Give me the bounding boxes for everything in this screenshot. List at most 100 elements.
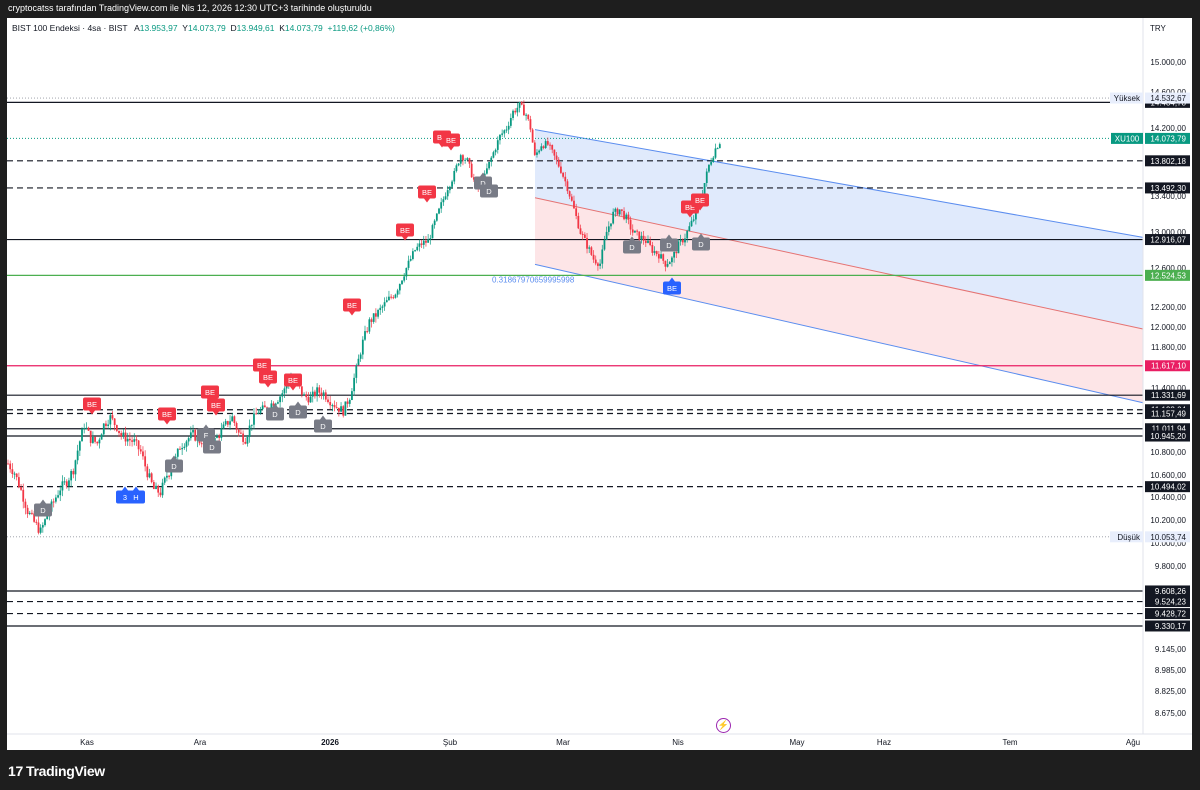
signal-marker-D — [623, 240, 641, 254]
signal-marker-BE — [207, 398, 225, 412]
candle-body — [673, 251, 676, 258]
signal-marker-BE — [259, 370, 277, 384]
signal-marker-BE — [343, 298, 361, 312]
candle-body — [142, 451, 144, 457]
signal-pointer — [687, 213, 693, 218]
candle-body — [15, 473, 18, 478]
channel-lower-line[interactable] — [534, 263, 1144, 404]
candle-body — [76, 450, 79, 461]
candle-body — [120, 433, 123, 437]
candle-body — [555, 155, 558, 160]
lightning-icon[interactable]: ⚡ — [716, 718, 731, 733]
level-tag-label: 13.492,30 — [1150, 184, 1186, 193]
candle-body — [57, 495, 59, 498]
candle-body — [337, 407, 340, 412]
candle-body — [592, 254, 595, 260]
y-tick-label: 8.825,00 — [1155, 687, 1187, 696]
logo-mark: 17 — [8, 763, 23, 779]
x-tick-label: 2026 — [321, 738, 339, 747]
signal-pointer — [272, 403, 278, 408]
candle-body — [575, 208, 578, 216]
chart-panel[interactable] — [7, 18, 1192, 750]
level-tag-label: 11.617,10 — [1151, 362, 1187, 371]
signal-label: D — [209, 443, 215, 452]
candle-body — [533, 142, 536, 155]
candle-body — [518, 102, 521, 108]
candle-body — [281, 393, 284, 397]
candle-body — [61, 481, 64, 491]
level-tag-bg — [1145, 269, 1190, 281]
y-tick-label: 13.400,00 — [1150, 192, 1186, 201]
range-name-label: Düşük — [1117, 533, 1141, 542]
candle-body — [392, 297, 395, 299]
signal-label: BE — [685, 203, 695, 212]
signal-pointer — [320, 415, 326, 420]
candle-body — [81, 428, 83, 442]
candle-body — [514, 110, 517, 113]
level-tag-bg — [1145, 182, 1190, 194]
level-tag-bg — [1145, 620, 1190, 632]
candle-body — [383, 302, 386, 307]
candle-body — [218, 436, 221, 438]
candle-body — [331, 405, 334, 407]
candle-body — [411, 251, 414, 259]
candle-body — [342, 406, 345, 416]
candle-body — [303, 394, 305, 396]
channel-mid-line[interactable] — [534, 197, 1144, 330]
candle-body — [351, 391, 353, 400]
candle-body — [72, 471, 75, 475]
candle-body — [385, 300, 388, 303]
candle-body — [651, 245, 654, 253]
candle-body — [708, 164, 710, 172]
signal-marker-BE — [253, 358, 271, 372]
candle-body — [416, 246, 419, 251]
candle-body — [549, 144, 551, 146]
candle-body — [557, 159, 560, 167]
candle-body — [372, 313, 375, 322]
signal-pointer — [666, 234, 672, 239]
signal-label: D — [629, 243, 635, 252]
candle-body — [279, 396, 282, 403]
signal-label: D — [698, 240, 704, 249]
symbol-name[interactable]: BIST 100 Endeksi · 4sa · BIST — [12, 23, 128, 33]
candle-body — [89, 430, 92, 443]
candle-body — [620, 209, 623, 211]
level-tag-label: 10.945,20 — [1150, 432, 1186, 441]
level-tag-bg — [1145, 608, 1190, 620]
candle-body — [564, 176, 567, 182]
candle-body — [87, 427, 90, 431]
candle-body — [379, 307, 382, 310]
candle-body — [24, 501, 27, 508]
candle-body — [462, 155, 464, 161]
candle-body — [494, 149, 497, 153]
level-tag-label: 11.331,69 — [1151, 391, 1187, 400]
level-tag-bg — [1145, 423, 1190, 435]
candle-body — [374, 313, 377, 317]
signal-marker-BE — [396, 223, 414, 237]
candle-body — [137, 440, 140, 450]
y-tick-label: 12.200,00 — [1150, 303, 1186, 312]
candle-body — [355, 365, 358, 378]
candle-body — [431, 225, 434, 239]
candle-body — [536, 152, 538, 155]
candle-body — [179, 448, 181, 450]
candle-body — [113, 418, 116, 426]
y-tick-label: 10.800,00 — [1150, 448, 1186, 457]
signal-pointer — [424, 198, 430, 203]
candle-body — [70, 471, 73, 481]
currency-label[interactable]: TRY — [1150, 24, 1166, 33]
signal-marker-H — [127, 490, 145, 504]
candle-body — [261, 405, 264, 410]
signal-label: BE — [162, 410, 172, 419]
candle-body — [420, 243, 423, 245]
candle-body — [248, 425, 251, 438]
signal-marker-D — [480, 184, 498, 198]
candle-body — [610, 223, 612, 227]
channel-upper-line[interactable] — [534, 129, 1144, 238]
candle-body — [150, 473, 153, 483]
range-name-bg — [1110, 92, 1143, 104]
candle-body — [607, 226, 610, 232]
candle-body — [503, 130, 506, 134]
candle-body — [718, 144, 721, 149]
